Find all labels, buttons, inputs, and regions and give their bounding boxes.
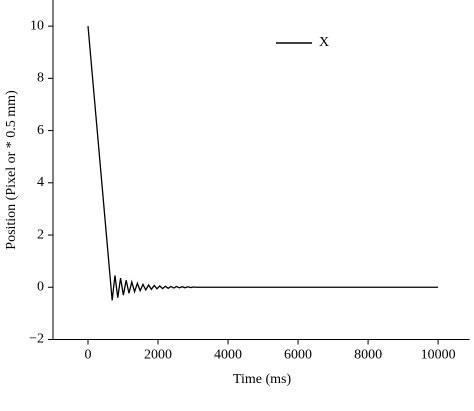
x-axis-label: Time (ms): [233, 372, 292, 387]
x-tick-label: 8000: [354, 348, 382, 363]
x-tick-label: 6000: [284, 348, 312, 363]
x-tick-label: 0: [85, 348, 92, 363]
y-tick-label: 10: [30, 18, 44, 33]
y-axis-label: Position (Pixel or * 0.5 mm): [4, 90, 19, 250]
line: [87, 26, 439, 301]
x-tick-label: 2000: [144, 348, 172, 363]
x-tick-label: 10000: [421, 348, 456, 363]
y-tick-label: 0: [37, 279, 44, 294]
y-tick-label: 2: [37, 227, 44, 242]
y-tick-label: 8: [37, 71, 44, 86]
x-tick-label: 4000: [214, 348, 242, 363]
y-tick-label: −2: [29, 332, 44, 347]
y-tick-label: 4: [37, 175, 44, 190]
legend-label: X: [319, 35, 329, 50]
y-tick-label: 6: [37, 123, 44, 138]
